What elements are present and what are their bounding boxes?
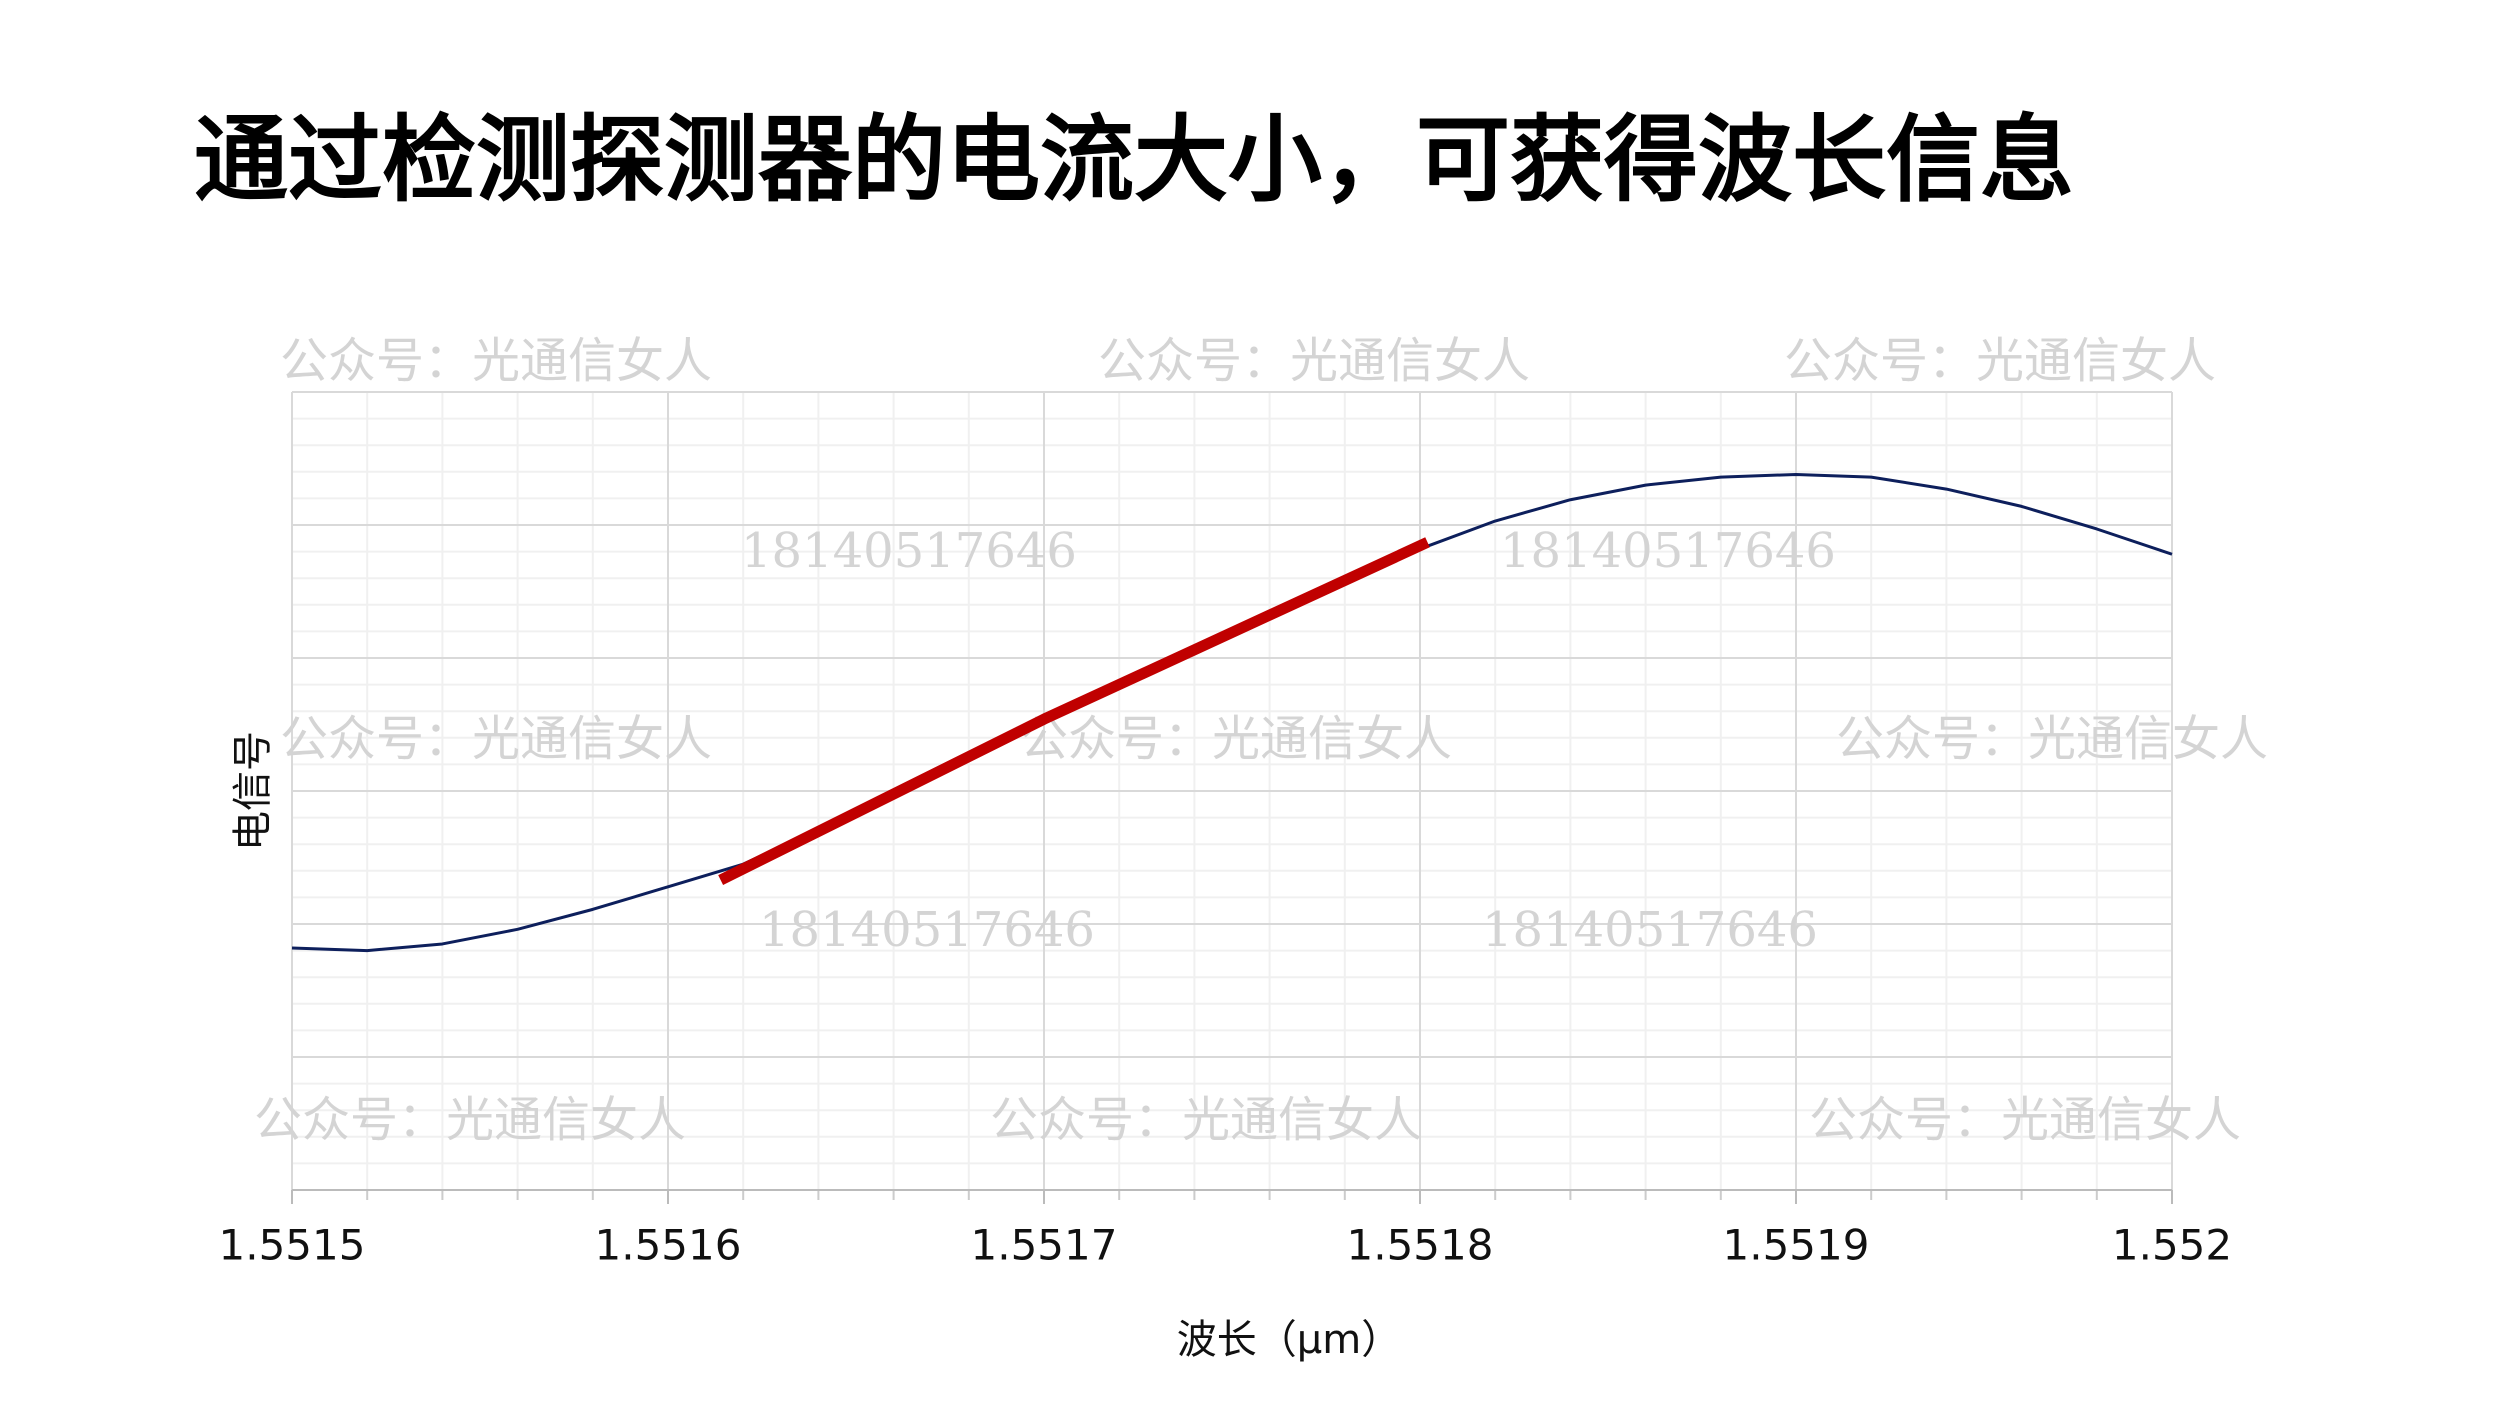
chart-title: 通过检测探测器的电流大小，可获得波长信息	[194, 106, 2074, 215]
x-tick-label: 1.552	[2112, 1221, 2232, 1270]
watermark: 18140517646	[1500, 523, 1836, 579]
watermark: 公众号：光通信女人	[1020, 711, 1452, 767]
y-axis-label: 电信号	[230, 731, 276, 851]
line-series	[718, 537, 1430, 886]
watermark: 公众号：光通信女人	[1098, 333, 1530, 389]
x-tick-label: 1.5518	[1347, 1221, 1494, 1270]
watermark: 公众号：光通信女人	[1784, 333, 2216, 389]
watermark: 公众号：光通信女人	[280, 711, 712, 767]
watermark: 公众号：光通信女人	[1836, 711, 2268, 767]
watermark: 18140517646	[759, 902, 1095, 958]
x-tick-label: 1.5516	[595, 1221, 742, 1270]
watermark: 公众号：光通信女人	[280, 333, 712, 389]
watermark: 公众号：光通信女人	[1809, 1092, 2241, 1148]
watermark: 公众号：光通信女人	[990, 1092, 1422, 1148]
x-tick-label: 1.5515	[219, 1221, 366, 1270]
x-tick-label: 1.5519	[1723, 1221, 1870, 1270]
x-tick-label: 1.5517	[971, 1221, 1118, 1270]
watermark: 18140517646	[1482, 902, 1818, 958]
watermark: 18140517646	[741, 523, 1077, 579]
x-axis-label: 波长（μm）	[1177, 1317, 1401, 1363]
watermark: 公众号：光通信女人	[254, 1092, 686, 1148]
